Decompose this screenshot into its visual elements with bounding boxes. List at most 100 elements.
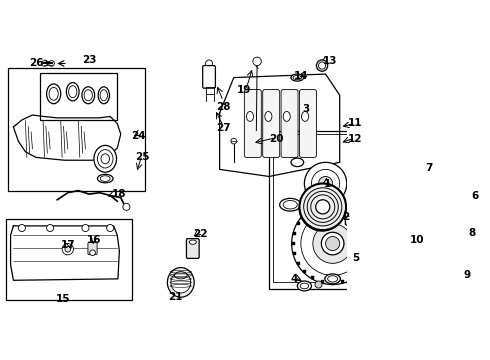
Circle shape bbox=[325, 237, 340, 251]
FancyBboxPatch shape bbox=[88, 243, 97, 255]
FancyBboxPatch shape bbox=[186, 239, 199, 258]
Text: 18: 18 bbox=[112, 189, 126, 199]
Circle shape bbox=[316, 200, 330, 214]
Ellipse shape bbox=[69, 86, 77, 98]
FancyBboxPatch shape bbox=[345, 211, 357, 225]
Bar bbox=[312, 276, 314, 279]
Circle shape bbox=[82, 225, 89, 231]
Text: 4: 4 bbox=[290, 274, 297, 284]
FancyBboxPatch shape bbox=[433, 203, 476, 242]
Ellipse shape bbox=[189, 240, 196, 244]
Ellipse shape bbox=[477, 261, 484, 269]
Bar bbox=[359, 214, 362, 217]
Circle shape bbox=[123, 203, 130, 210]
FancyBboxPatch shape bbox=[299, 90, 317, 157]
Text: 19: 19 bbox=[237, 85, 251, 95]
Text: 10: 10 bbox=[410, 235, 425, 245]
Ellipse shape bbox=[325, 274, 341, 284]
Circle shape bbox=[418, 244, 452, 278]
Bar bbox=[371, 242, 373, 245]
Bar bbox=[303, 270, 306, 273]
Ellipse shape bbox=[468, 261, 475, 269]
Text: 5: 5 bbox=[352, 253, 360, 263]
Text: 2: 2 bbox=[342, 212, 349, 222]
Text: 20: 20 bbox=[269, 134, 283, 144]
Bar bbox=[351, 208, 354, 211]
Circle shape bbox=[304, 162, 347, 205]
Text: 7: 7 bbox=[426, 163, 433, 173]
Ellipse shape bbox=[98, 87, 109, 104]
Ellipse shape bbox=[168, 267, 194, 297]
Ellipse shape bbox=[84, 90, 93, 101]
Ellipse shape bbox=[94, 145, 117, 172]
Ellipse shape bbox=[348, 154, 360, 161]
Ellipse shape bbox=[265, 112, 272, 121]
Text: 13: 13 bbox=[322, 56, 337, 66]
Ellipse shape bbox=[291, 74, 304, 81]
Text: 21: 21 bbox=[169, 292, 183, 302]
Ellipse shape bbox=[98, 150, 113, 168]
Bar bbox=[293, 252, 296, 255]
Circle shape bbox=[49, 60, 54, 66]
Circle shape bbox=[315, 281, 322, 288]
Text: 27: 27 bbox=[216, 123, 230, 134]
Bar bbox=[297, 222, 300, 225]
Circle shape bbox=[62, 244, 74, 255]
Ellipse shape bbox=[328, 276, 338, 282]
Ellipse shape bbox=[297, 281, 312, 291]
Circle shape bbox=[107, 225, 114, 231]
Bar bbox=[8, 68, 146, 190]
Ellipse shape bbox=[300, 283, 309, 289]
Bar bbox=[369, 252, 372, 255]
Circle shape bbox=[304, 190, 341, 226]
Circle shape bbox=[317, 60, 328, 71]
Ellipse shape bbox=[416, 167, 446, 201]
Text: 6: 6 bbox=[472, 191, 479, 201]
Circle shape bbox=[307, 191, 338, 222]
Circle shape bbox=[47, 225, 54, 231]
Bar bbox=[321, 280, 324, 283]
Ellipse shape bbox=[246, 112, 253, 121]
Ellipse shape bbox=[283, 112, 290, 121]
Circle shape bbox=[18, 225, 25, 231]
Circle shape bbox=[311, 195, 335, 219]
Bar bbox=[312, 208, 314, 211]
Ellipse shape bbox=[49, 87, 58, 100]
Bar bbox=[366, 262, 368, 265]
Bar bbox=[269, 131, 392, 289]
Text: 16: 16 bbox=[87, 235, 101, 245]
Text: 12: 12 bbox=[348, 134, 363, 144]
Ellipse shape bbox=[283, 201, 297, 209]
Text: 8: 8 bbox=[469, 228, 476, 238]
Ellipse shape bbox=[280, 198, 301, 211]
Text: 23: 23 bbox=[82, 55, 96, 65]
Ellipse shape bbox=[460, 261, 466, 269]
Bar bbox=[303, 214, 306, 217]
Bar bbox=[408, 233, 490, 297]
Bar bbox=[331, 282, 334, 284]
Bar bbox=[351, 276, 354, 279]
Circle shape bbox=[347, 215, 355, 222]
Text: 14: 14 bbox=[294, 71, 309, 81]
Circle shape bbox=[231, 138, 237, 144]
Circle shape bbox=[424, 251, 445, 272]
Bar bbox=[321, 204, 324, 207]
Bar bbox=[359, 270, 362, 273]
Text: 11: 11 bbox=[348, 118, 363, 129]
Text: 9: 9 bbox=[463, 270, 470, 280]
Bar bbox=[342, 204, 344, 207]
Bar bbox=[293, 232, 296, 235]
Circle shape bbox=[312, 170, 340, 198]
Ellipse shape bbox=[100, 90, 107, 101]
Circle shape bbox=[317, 203, 327, 213]
Ellipse shape bbox=[100, 176, 110, 181]
Circle shape bbox=[304, 188, 342, 226]
Ellipse shape bbox=[293, 76, 301, 80]
Ellipse shape bbox=[82, 87, 95, 104]
Circle shape bbox=[313, 224, 352, 263]
Bar bbox=[331, 203, 334, 206]
Bar bbox=[40, 73, 117, 120]
Circle shape bbox=[292, 203, 373, 284]
Text: 28: 28 bbox=[216, 102, 230, 112]
Text: 17: 17 bbox=[61, 240, 76, 250]
